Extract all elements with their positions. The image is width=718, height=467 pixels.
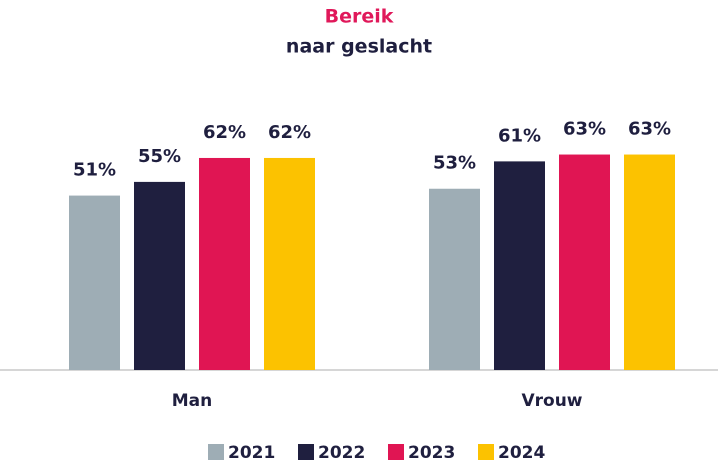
legend-swatch [298,444,314,460]
legend-label: 2023 [408,443,455,463]
bar [559,154,610,370]
legend-label: 2022 [318,443,365,463]
x-tick-label: Man [172,391,213,411]
data-label: 63% [628,119,671,140]
data-label: 53% [433,153,476,174]
bar [134,181,185,370]
legend-swatch [478,444,494,460]
chart-subtitle: naar geslacht [286,36,432,58]
data-label: 55% [138,146,181,167]
data-label: 51% [73,160,116,181]
bar [264,157,315,370]
bar [429,188,480,370]
data-label: 62% [203,122,246,143]
x-tick-label: Vrouw [521,391,582,411]
bar [494,161,545,370]
data-label: 61% [498,125,541,146]
data-label: 62% [268,122,311,143]
legend-swatch [208,444,224,460]
data-label: 63% [563,119,606,140]
chart-title: Bereik [325,6,394,28]
legend-swatch [388,444,404,460]
bar [624,154,675,370]
bar [69,195,120,370]
legend-label: 2024 [498,443,545,463]
legend-label: 2021 [228,443,275,463]
bar [199,157,250,370]
